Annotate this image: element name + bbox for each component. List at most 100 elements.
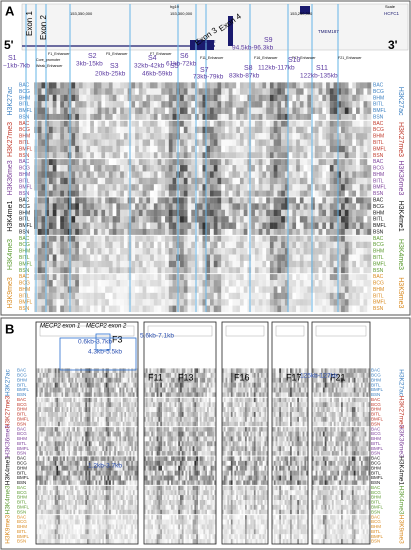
heat-cell bbox=[83, 470, 86, 476]
heat-cell bbox=[47, 446, 50, 452]
heat-cell bbox=[183, 101, 188, 108]
heat-cell bbox=[78, 254, 83, 261]
heat-cell bbox=[135, 107, 140, 115]
heat-cell bbox=[123, 209, 128, 217]
heat-cell bbox=[110, 402, 113, 408]
heat-cell bbox=[217, 133, 222, 140]
heat-cell bbox=[110, 480, 113, 486]
heat-cell bbox=[322, 254, 327, 261]
heat-cell bbox=[337, 228, 342, 236]
heat-cell bbox=[232, 88, 237, 95]
heat-cell bbox=[217, 165, 222, 172]
heat-cell bbox=[112, 382, 115, 388]
heat-cell bbox=[161, 94, 166, 102]
heat-cell bbox=[344, 209, 349, 217]
heat-cell bbox=[367, 241, 372, 249]
heat-cell bbox=[269, 235, 274, 242]
heat-cell bbox=[119, 480, 122, 486]
heat-cell bbox=[329, 292, 334, 300]
heat-cell bbox=[161, 299, 166, 306]
heat-cell bbox=[85, 495, 88, 501]
heat-cell bbox=[311, 120, 316, 127]
heat-cell bbox=[46, 377, 49, 383]
heat-cell bbox=[47, 368, 50, 373]
heat-cell bbox=[63, 152, 68, 159]
heat-cell bbox=[78, 165, 83, 172]
heat-cell bbox=[48, 177, 53, 185]
heat-cell bbox=[153, 305, 158, 313]
heat-cell bbox=[92, 460, 94, 466]
heat-cell bbox=[311, 190, 316, 198]
heat-cell bbox=[101, 101, 106, 108]
heat-cell bbox=[120, 209, 125, 217]
heat-cell bbox=[97, 407, 100, 413]
heat-cell bbox=[131, 165, 136, 172]
heat-cell bbox=[41, 228, 46, 236]
heat-cell bbox=[86, 286, 91, 293]
heat-cell bbox=[88, 402, 91, 408]
heat-cell bbox=[348, 209, 353, 217]
heat-cell bbox=[80, 377, 83, 383]
heat-cell bbox=[60, 88, 65, 95]
heat-cell bbox=[108, 94, 113, 102]
heat-cell bbox=[112, 158, 117, 166]
heat-cell bbox=[198, 158, 203, 166]
heat-cell bbox=[66, 368, 69, 373]
heat-cell bbox=[116, 209, 121, 217]
heat-cell bbox=[183, 267, 188, 274]
heat-cell bbox=[101, 241, 106, 249]
heat-cell bbox=[112, 470, 115, 476]
heat-cell bbox=[93, 426, 96, 432]
heat-cell bbox=[108, 299, 113, 306]
heat-cell bbox=[195, 235, 199, 242]
heat-cell bbox=[172, 305, 177, 313]
heat-cell bbox=[86, 254, 91, 261]
heat-cell bbox=[93, 412, 96, 417]
heat-cell bbox=[277, 158, 282, 166]
heat-cell bbox=[311, 139, 316, 146]
heat-cell bbox=[56, 465, 59, 471]
heat-cell bbox=[326, 305, 331, 313]
heat-cell bbox=[363, 292, 368, 300]
heat-cell bbox=[172, 152, 177, 159]
sample-label: BAC bbox=[19, 274, 30, 280]
heat-cell bbox=[348, 158, 353, 166]
heat-cell bbox=[53, 368, 55, 373]
heat-cell bbox=[105, 446, 108, 452]
heat-cell bbox=[146, 101, 151, 108]
heat-cell bbox=[168, 158, 173, 166]
heat-cell bbox=[299, 88, 304, 95]
heat-cell bbox=[180, 254, 184, 261]
heat-cell bbox=[269, 197, 274, 204]
heat-cell bbox=[146, 273, 151, 281]
heat-cell bbox=[44, 402, 47, 408]
heat-cell bbox=[195, 177, 199, 185]
heat-cell bbox=[82, 107, 87, 115]
heat-cell bbox=[87, 426, 89, 432]
heat-cell bbox=[39, 382, 42, 388]
heat-cell bbox=[56, 372, 59, 378]
heat-cell bbox=[281, 107, 286, 115]
heat-cell bbox=[63, 475, 66, 481]
heat-cell bbox=[337, 286, 342, 293]
heat-cell bbox=[363, 260, 368, 268]
heat-cell bbox=[187, 152, 192, 159]
heat-cell bbox=[135, 88, 140, 95]
heat-cell bbox=[266, 248, 271, 255]
sample-label: BSN bbox=[19, 306, 30, 312]
heat-cell bbox=[273, 88, 278, 95]
heat-cell bbox=[39, 475, 42, 481]
heat-cell bbox=[258, 222, 263, 230]
heat-cell bbox=[71, 465, 74, 471]
heat-cell bbox=[90, 470, 93, 476]
heat-cell bbox=[60, 254, 65, 261]
heat-cell bbox=[119, 485, 122, 491]
heat-cell bbox=[87, 490, 89, 496]
heat-cell bbox=[126, 436, 128, 442]
heat-cell bbox=[251, 139, 256, 146]
heat-cell bbox=[56, 235, 61, 242]
heat-cell bbox=[73, 431, 76, 437]
heat-cell bbox=[277, 107, 282, 115]
heat-cell bbox=[251, 216, 256, 223]
heat-cell bbox=[363, 203, 368, 210]
